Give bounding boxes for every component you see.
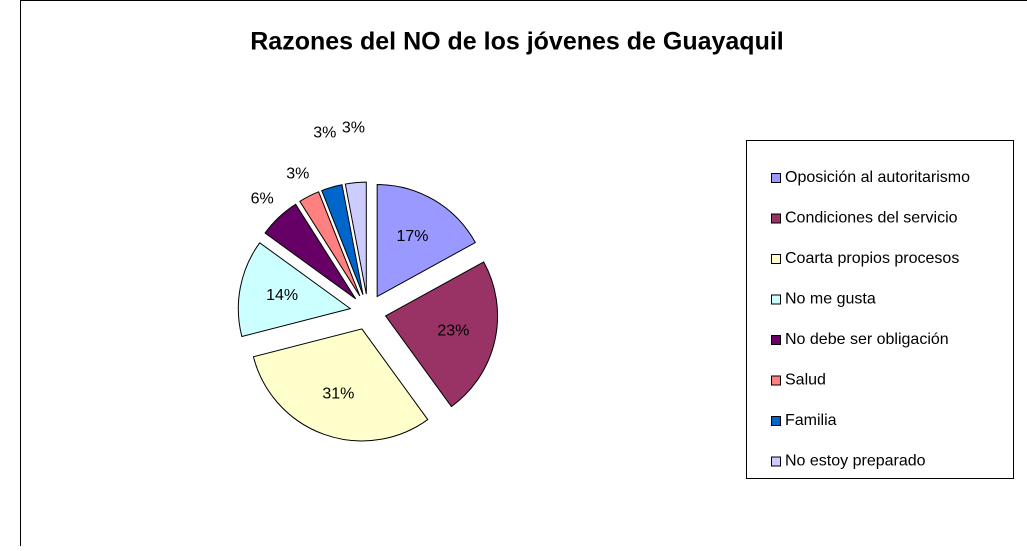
legend-swatch — [772, 255, 781, 264]
data-label: 14% — [266, 287, 298, 304]
legend-swatch — [772, 457, 781, 466]
legend-label: Coarta propios procesos — [785, 250, 959, 267]
data-label: 3% — [286, 165, 309, 182]
legend-label: No debe ser obligación — [785, 331, 949, 348]
legend-label: Salud — [785, 372, 826, 389]
data-label: 3% — [342, 119, 365, 136]
legend-label: No estoy preparado — [785, 453, 926, 470]
data-label: 6% — [251, 190, 274, 207]
legend-swatch — [772, 376, 781, 385]
legend-label: No me gusta — [785, 291, 876, 308]
legend-swatch — [772, 417, 781, 426]
data-label: 23% — [437, 322, 469, 339]
data-label: 31% — [322, 385, 354, 402]
legend-swatch — [772, 174, 781, 183]
legend-swatch — [772, 336, 781, 345]
legend-swatch — [772, 214, 781, 223]
legend-label: Condiciones del servicio — [785, 210, 958, 227]
data-label: 17% — [396, 228, 428, 245]
data-label: 3% — [313, 125, 336, 142]
legend-label: Oposición al autoritarismo — [785, 169, 970, 186]
legend-label: Familia — [785, 412, 837, 429]
legend-swatch — [772, 295, 781, 304]
chart-title: Razones del NO de los jóvenes de Guayaqu… — [250, 28, 783, 56]
